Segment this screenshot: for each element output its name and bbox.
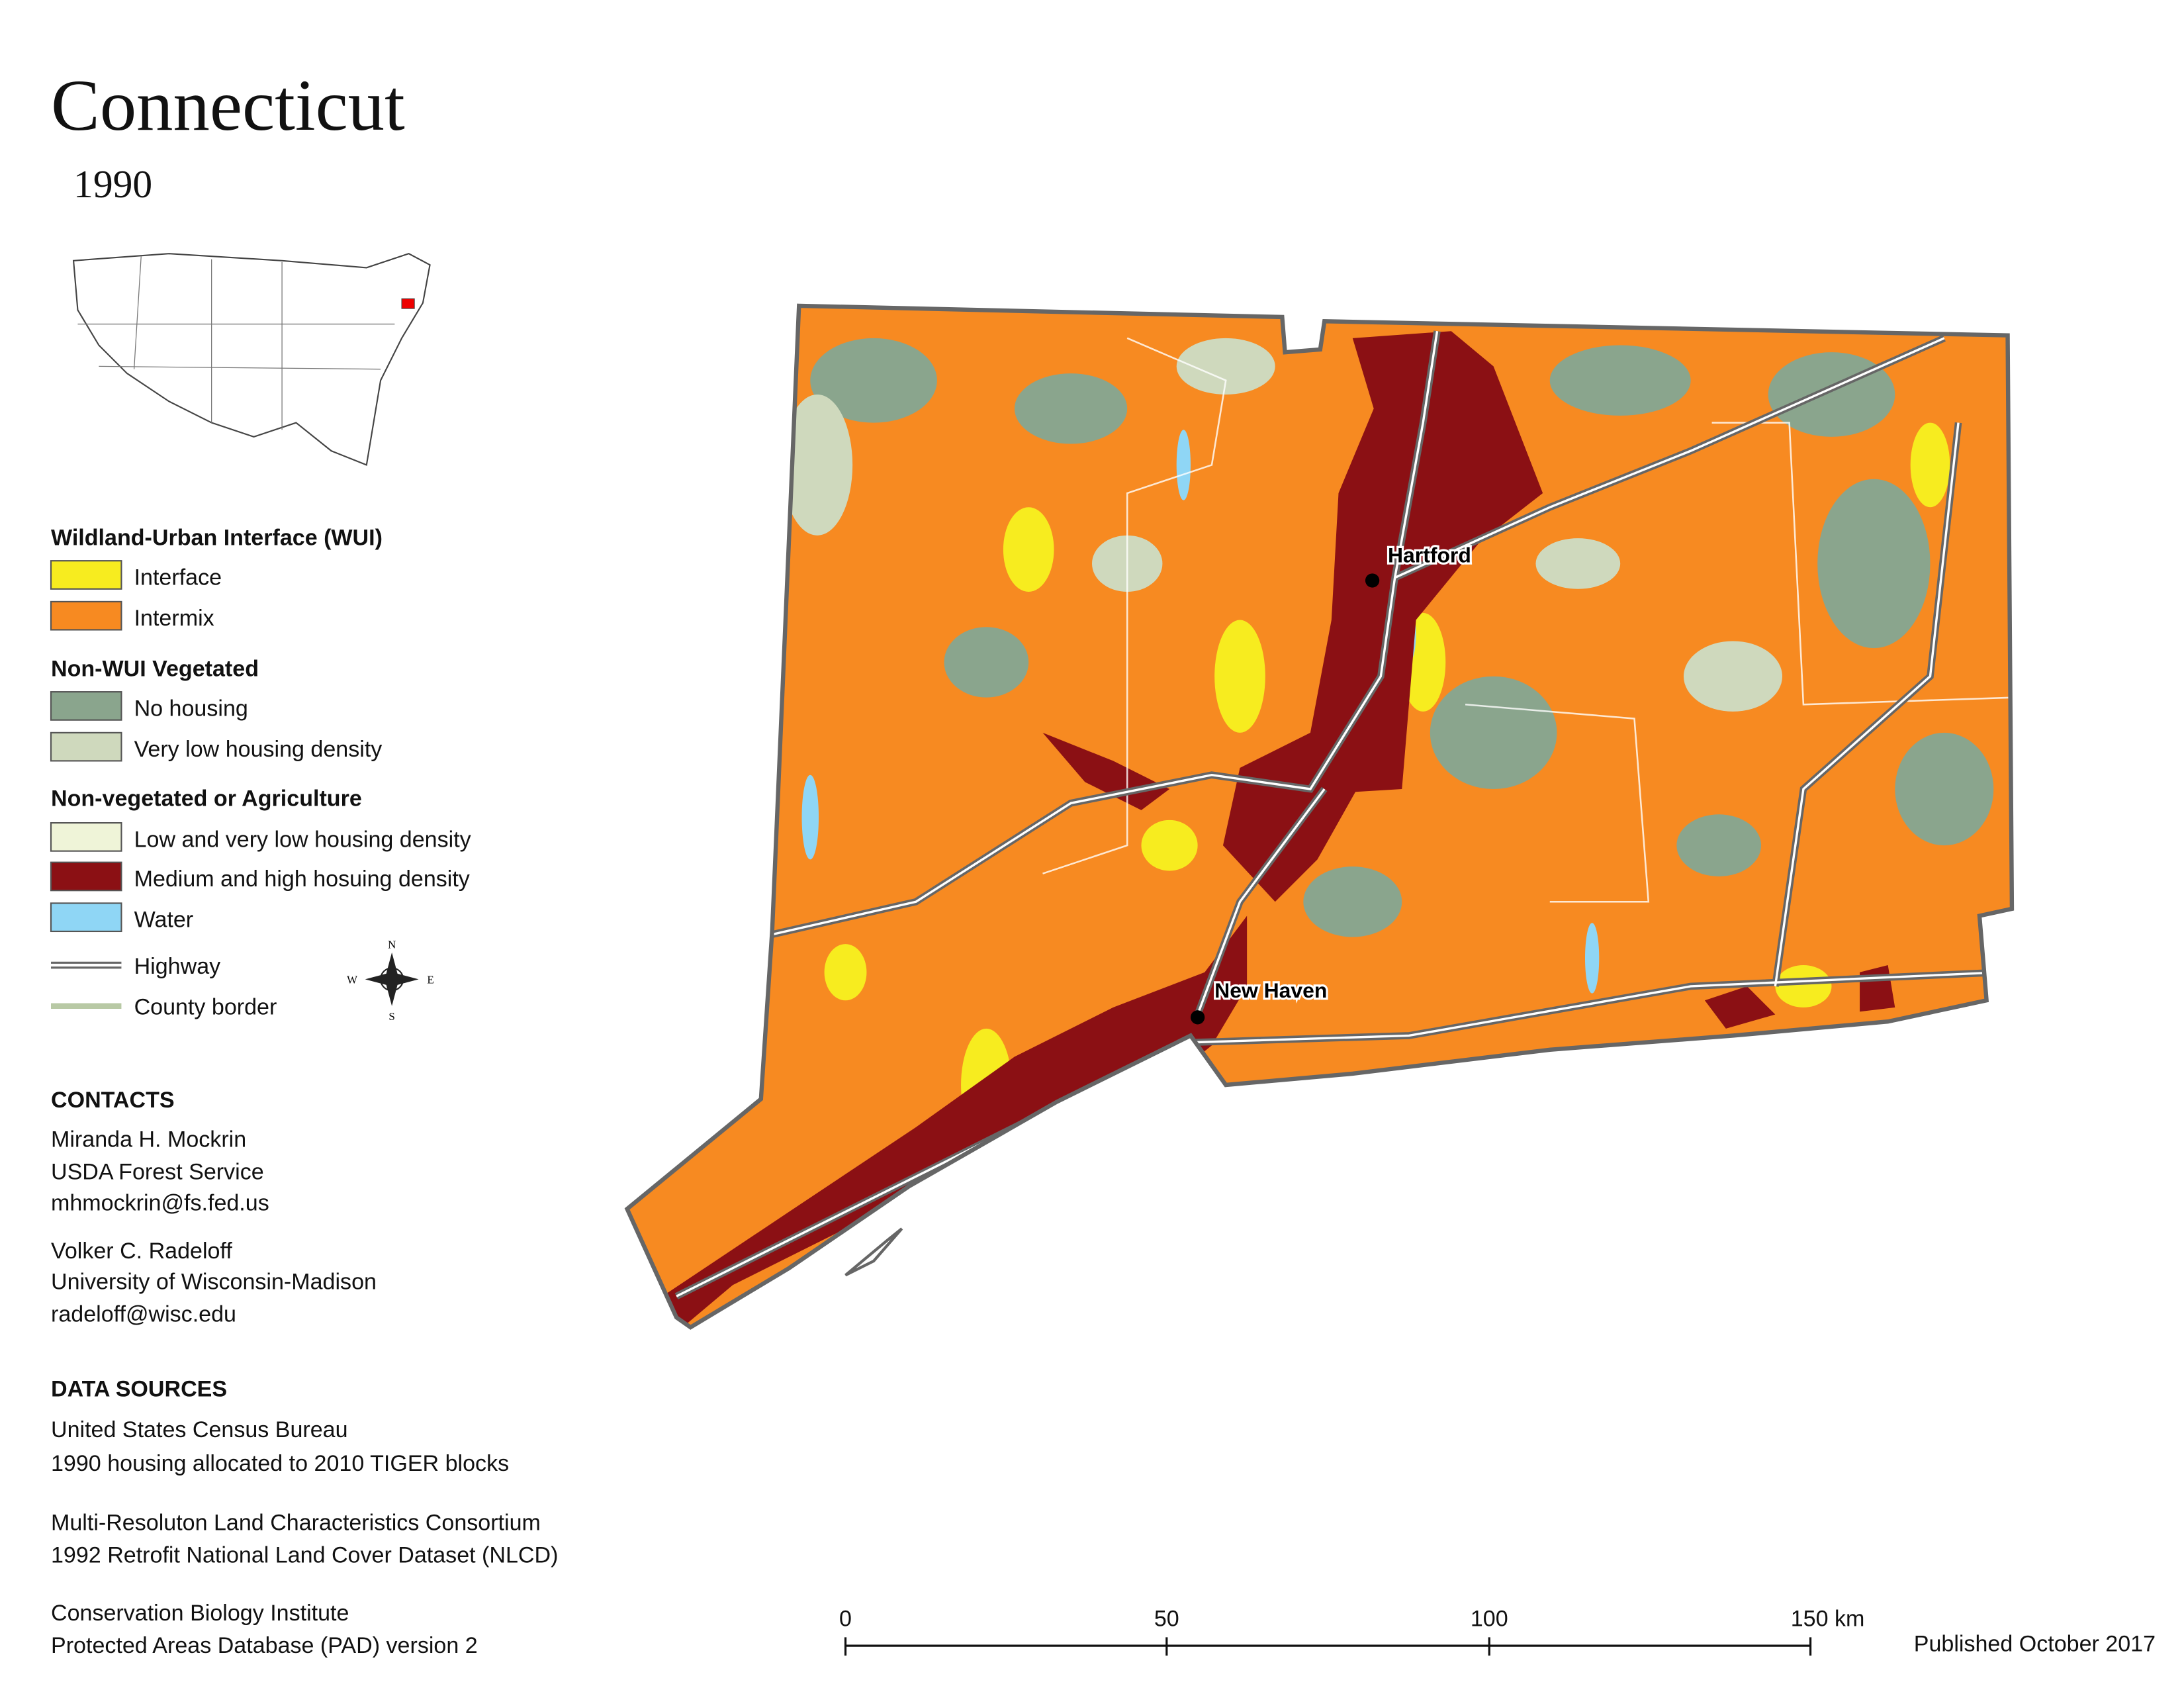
legend-swatch: [50, 560, 122, 590]
legend-swatch: [50, 731, 122, 762]
source-line: 1992 Retrofit National Land Cover Datase…: [51, 1543, 558, 1568]
legend-item: Water: [134, 908, 194, 933]
compass-label: E: [427, 974, 433, 986]
legend-item: County border: [134, 995, 277, 1020]
legend-heading: Non-WUI Vegetated: [51, 657, 259, 682]
city-label: Hartford: [1388, 543, 1471, 567]
city-label: New Haven: [1214, 978, 1327, 1002]
section-heading: CONTACTS: [51, 1088, 175, 1113]
legend-item: Highway: [134, 954, 221, 979]
legend-swatch: [50, 600, 122, 631]
legend-item: Medium and high hosuing density: [134, 867, 470, 892]
source-line: Conservation Biology Institute: [51, 1601, 349, 1626]
legend-swatch: [50, 902, 122, 933]
legend-item: Very low housing density: [134, 737, 383, 762]
year: 1990: [73, 162, 152, 206]
scale-bar: [844, 1637, 1812, 1656]
published-note: Published October 2017: [1914, 1632, 2156, 1657]
state-map: [624, 303, 2015, 1330]
legend-heading: Non-vegetated or Agriculture: [51, 786, 362, 812]
contact-line: University of Wisconsin-Madison: [51, 1270, 377, 1295]
compass-label: W: [347, 974, 358, 986]
contact-line: Miranda H. Mockrin: [51, 1127, 246, 1152]
section-heading: DATA SOURCES: [51, 1376, 227, 1401]
contact-line: Volker C. Radeloff: [51, 1239, 232, 1264]
legend-item: Interface: [134, 565, 222, 590]
scale-label: 100: [1471, 1606, 1508, 1631]
title: Connecticut: [51, 64, 405, 146]
scale-label: 0: [839, 1606, 852, 1631]
contact-line: mhmockrin@fs.fed.us: [51, 1190, 269, 1215]
contact-line: radeloff@wisc.edu: [51, 1302, 236, 1327]
legend-heading: Wildland-Urban Interface (WUI): [51, 526, 383, 551]
legend-item: No housing: [134, 696, 248, 721]
scale-label: 150 km: [1791, 1606, 1865, 1631]
legend-item: Low and very low housing density: [134, 827, 471, 852]
source-line: Protected Areas Database (PAD) version 2: [51, 1633, 478, 1658]
inset-us-map: [72, 252, 431, 466]
city-dot: [1365, 573, 1380, 588]
city-dot: [1190, 1010, 1205, 1025]
source-line: Multi-Resoluton Land Characteristics Con…: [51, 1511, 541, 1536]
legend-item: Intermix: [134, 606, 214, 631]
legend-swatch: [50, 861, 122, 892]
source-line: United States Census Bureau: [51, 1417, 348, 1442]
legend-swatch: [50, 691, 122, 721]
compass-label: N: [388, 939, 396, 951]
legend-swatch: [50, 822, 122, 852]
contact-line: USDA Forest Service: [51, 1160, 264, 1185]
compass-label: S: [388, 1010, 394, 1023]
source-line: 1990 housing allocated to 2010 TIGER blo…: [51, 1451, 509, 1476]
compass-rose: [365, 952, 419, 1006]
scale-label: 50: [1154, 1606, 1179, 1631]
